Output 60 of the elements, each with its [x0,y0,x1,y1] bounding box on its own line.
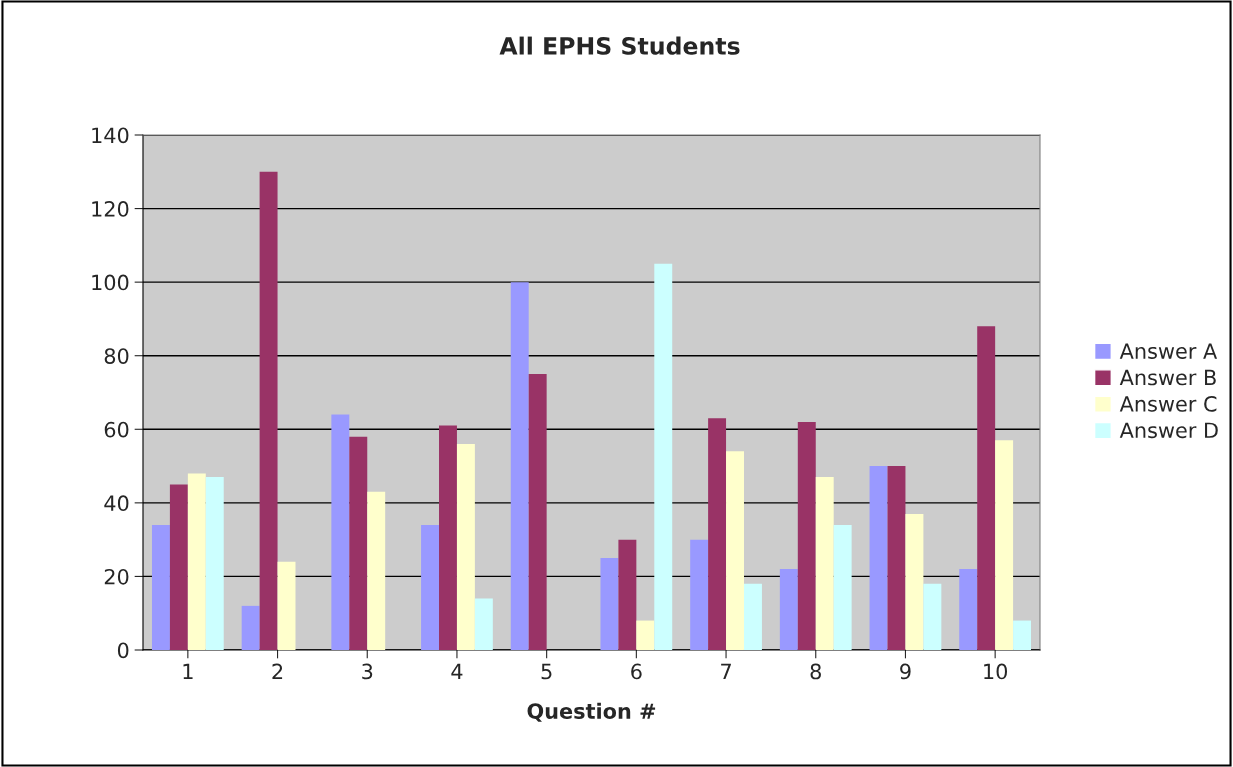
bar [259,171,278,650]
bar [331,414,350,650]
bar [797,421,816,650]
y-tick-label: 60 [104,421,129,438]
bar [474,598,493,650]
chart-title: All EPHS Students [499,36,740,55]
bar [439,425,457,650]
x-axis-title: Question # [527,702,656,722]
bar [815,477,834,650]
x-tick-label: 8 [810,663,821,680]
bar [277,561,296,650]
bar [349,436,368,650]
bar [923,583,942,650]
bar [187,473,206,650]
bar [869,466,888,650]
y-tick-label: 80 [104,348,129,364]
bar [995,440,1014,650]
x-tick-label: 1 [183,663,193,680]
x-tick-label: 9 [900,663,911,680]
legend-label: Answer B [1119,369,1216,386]
legend-label: Answer A [1119,343,1218,359]
bar [959,569,978,650]
x-tick-label: 4 [451,663,463,680]
bar [708,418,727,650]
bar [456,444,475,650]
x-tick-label: 6 [631,663,642,680]
bar [636,620,655,650]
x-tick-label: 2 [272,663,283,680]
x-tick-label: 7 [721,663,731,680]
y-tick-label: 120 [92,201,129,217]
bar [618,539,637,650]
bar [510,282,529,650]
bar [241,605,260,650]
bar [690,539,709,650]
x-tick-label: 5 [541,663,552,680]
x-tick-label: 10 [984,663,1008,680]
bar [833,524,852,650]
bar [367,491,386,650]
y-tick-label: 140 [92,127,129,144]
y-tick-label: 20 [104,568,129,585]
bar [779,569,798,650]
x-tick-label: 3 [362,663,373,680]
bar [169,484,188,650]
bar [977,326,996,650]
bar [600,558,619,650]
bar [654,263,673,650]
bar [905,513,924,650]
bar [151,524,170,650]
bar [528,374,547,650]
legend-label: Answer C [1119,395,1217,412]
bar [421,524,440,650]
y-tick-label: 0 [117,642,129,659]
y-tick-label: 40 [104,495,129,512]
legend-label: Answer D [1119,422,1218,439]
bar [743,583,762,650]
y-tick-label: 100 [92,274,129,291]
bar [726,451,744,650]
bar [887,466,906,650]
bar [1013,620,1032,650]
bar [205,477,224,650]
